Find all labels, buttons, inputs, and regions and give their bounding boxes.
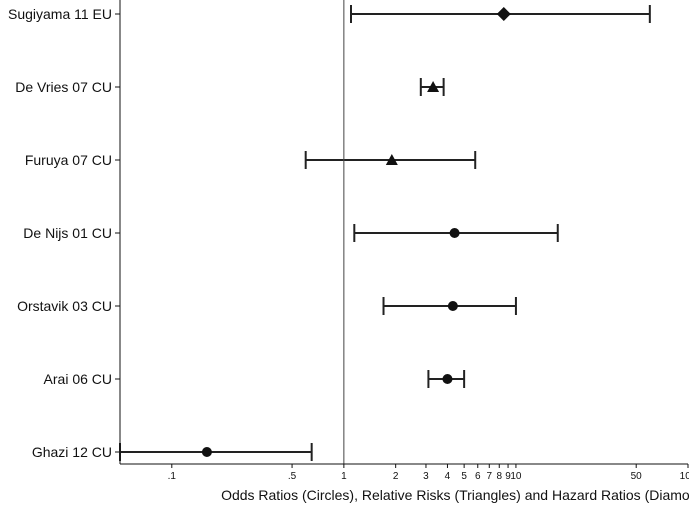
- x-tick-label: .1: [168, 471, 177, 482]
- study-row: De Nijs 01 CU: [23, 224, 559, 242]
- x-tick-label: 9: [505, 471, 511, 482]
- x-tick-label: 6: [475, 471, 481, 482]
- x-tick-label: 7: [486, 471, 492, 482]
- x-tick-label: 8: [496, 471, 502, 482]
- estimate-triangle: [427, 81, 440, 92]
- x-tick-label: 50: [631, 471, 643, 482]
- estimate-circle: [201, 447, 212, 457]
- study-row: Orstavik 03 CU: [17, 297, 517, 315]
- estimate-triangle: [385, 154, 398, 165]
- x-tick-label: .5: [288, 471, 297, 482]
- x-tick-label: 4: [445, 471, 451, 482]
- estimate-circle: [442, 374, 453, 384]
- x-tick-label: 10: [510, 471, 522, 482]
- study-label: Ghazi 12 CU: [32, 444, 112, 460]
- study-label: Arai 06 CU: [44, 371, 112, 387]
- x-tick-label: 100: [680, 471, 689, 482]
- study-row: Sugiyama 11 EU: [8, 5, 651, 23]
- estimate-circle: [449, 228, 460, 238]
- study-row: Ghazi 12 CU: [32, 443, 313, 461]
- study-row: De Vries 07 CU: [15, 78, 445, 96]
- study-label: Orstavik 03 CU: [17, 298, 112, 314]
- study-rows: Sugiyama 11 EU De Vries 07 CU Furuya 07 CU…: [8, 5, 651, 461]
- study-label: De Nijs 01 CU: [23, 225, 112, 241]
- study-label: Furuya 07 CU: [25, 152, 112, 168]
- x-tick-label: 5: [461, 471, 467, 482]
- x-tick-label: 2: [393, 471, 399, 482]
- study-label: Sugiyama 11 EU: [8, 6, 112, 22]
- study-label: De Vries 07 CU: [15, 79, 112, 95]
- x-tick-label: 1: [341, 471, 347, 482]
- estimate-circle: [447, 301, 458, 311]
- study-row: Furuya 07 CU: [25, 151, 477, 169]
- study-row: Arai 06 CU: [44, 370, 466, 388]
- x-tick-label: 3: [423, 471, 429, 482]
- x-axis-title: Odds Ratios (Circles), Relative Risks (T…: [221, 487, 689, 503]
- estimate-diamond: [496, 7, 511, 21]
